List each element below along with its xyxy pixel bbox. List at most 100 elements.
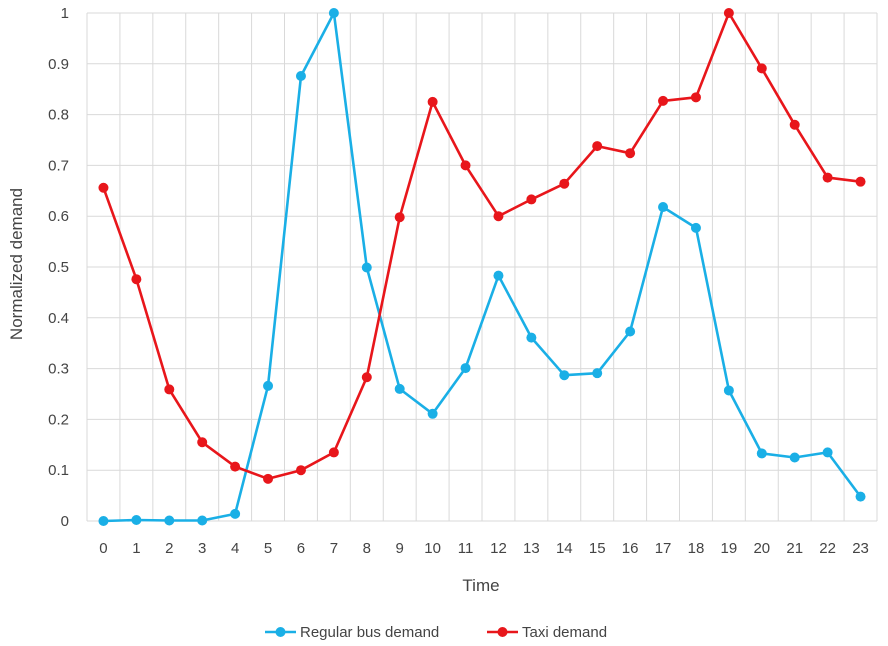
legend-swatch-marker	[275, 627, 286, 637]
data-point	[197, 437, 208, 448]
y-tick-label: 0.4	[48, 310, 69, 327]
y-tick-label: 0.2	[48, 411, 69, 428]
x-axis-ticks: 0 1 2 3 4 5 6 7 8 9 10 11 12 13 14 15 16 17 18 19 20 21 22 23	[99, 540, 869, 557]
data-point	[98, 516, 109, 526]
y-axis-title: Normalized demand	[7, 188, 26, 340]
data-point	[822, 447, 833, 458]
data-point	[460, 363, 471, 374]
x-tick-label: 9	[396, 540, 404, 557]
x-tick-label: 17	[655, 540, 672, 557]
y-tick-label: 0	[61, 513, 69, 530]
data-point	[723, 385, 734, 396]
x-tick-label: 14	[556, 540, 573, 557]
data-point	[230, 508, 241, 519]
series-line	[102, 11, 861, 481]
x-tick-label: 7	[330, 540, 338, 557]
data-point	[361, 262, 372, 273]
data-point	[295, 465, 306, 476]
data-point	[131, 274, 142, 285]
y-tick-label: 0.6	[48, 208, 69, 225]
x-tick-label: 12	[490, 540, 507, 557]
x-axis-title: Time	[462, 576, 499, 595]
x-tick-label: 23	[852, 540, 869, 557]
data-point	[460, 160, 471, 171]
x-tick-label: 18	[688, 540, 705, 557]
series-layer	[98, 8, 866, 526]
data-point	[164, 515, 175, 526]
legend-label: Regular bus demand	[300, 624, 439, 641]
x-tick-label: 13	[523, 540, 540, 557]
data-point	[690, 222, 701, 233]
y-tick-label: 0.3	[48, 361, 69, 378]
y-tick-label: 1	[61, 5, 69, 22]
data-point	[131, 514, 142, 525]
data-point	[592, 141, 603, 152]
x-tick-label: 19	[721, 540, 738, 557]
data-point	[625, 148, 636, 159]
x-tick-label: 2	[165, 540, 173, 557]
data-point	[493, 211, 504, 222]
x-tick-label: 6	[297, 540, 305, 557]
y-tick-label: 0.1	[48, 462, 69, 479]
data-point	[427, 96, 438, 107]
data-point	[855, 491, 866, 502]
data-point	[592, 368, 603, 379]
data-point	[230, 461, 241, 472]
x-tick-label: 11	[458, 540, 474, 557]
x-tick-label: 0	[99, 540, 107, 557]
grid-lines	[86, 12, 878, 522]
legend-label: Taxi demand	[522, 624, 607, 641]
x-tick-label: 20	[753, 540, 770, 557]
data-point	[263, 473, 274, 484]
x-tick-label: 10	[424, 540, 441, 557]
data-point	[263, 380, 274, 391]
data-point	[559, 178, 570, 189]
legend-item: Regular bus demand	[265, 624, 439, 641]
x-tick-label: 21	[786, 540, 803, 557]
data-point	[526, 194, 537, 205]
data-point	[328, 447, 339, 458]
data-point	[756, 448, 767, 459]
x-tick-label: 3	[198, 540, 206, 557]
data-point	[394, 212, 405, 223]
y-axis-ticks: 0 0.1 0.2 0.3 0.4 0.5 0.6 0.7 0.8 0.9 1	[48, 5, 69, 530]
data-point	[493, 270, 504, 281]
x-tick-label: 16	[622, 540, 639, 557]
data-point	[690, 92, 701, 103]
data-point	[164, 384, 175, 395]
data-point	[526, 332, 537, 343]
legend-item: Taxi demand	[487, 624, 607, 641]
legend-swatch-marker	[497, 627, 508, 637]
y-tick-label: 0.9	[48, 56, 69, 73]
y-tick-label: 0.5	[48, 259, 69, 276]
x-tick-label: 22	[819, 540, 836, 557]
x-tick-label: 8	[363, 540, 371, 557]
series-taxi-demand	[98, 8, 866, 484]
y-tick-label: 0.7	[48, 157, 69, 174]
data-point	[789, 452, 800, 463]
x-tick-label: 4	[231, 540, 239, 557]
data-point	[394, 383, 405, 394]
legend: Regular bus demand Taxi demand	[265, 624, 607, 641]
series-regular-bus-demand	[98, 8, 866, 526]
data-point	[427, 408, 438, 419]
x-tick-label: 1	[132, 540, 140, 557]
y-tick-label: 0.8	[48, 107, 69, 124]
data-point	[822, 172, 833, 183]
data-point	[723, 8, 734, 18]
data-point	[855, 176, 866, 187]
data-point	[756, 63, 767, 74]
data-point	[658, 202, 669, 213]
data-point	[197, 515, 208, 526]
data-point	[328, 8, 339, 18]
data-point	[295, 70, 306, 81]
data-point	[789, 119, 800, 130]
data-point	[625, 326, 636, 337]
x-tick-label: 15	[589, 540, 606, 557]
data-point	[658, 95, 669, 106]
data-point	[559, 370, 570, 381]
data-point	[98, 182, 109, 193]
x-tick-label: 5	[264, 540, 272, 557]
series-line	[103, 11, 862, 523]
